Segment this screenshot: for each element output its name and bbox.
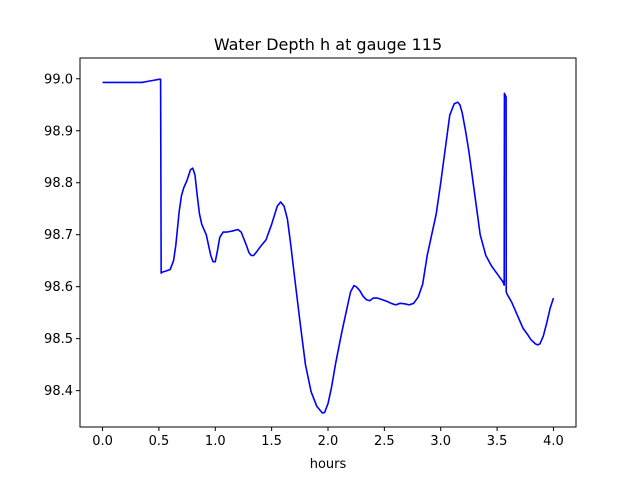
y-tick-label: 99.0 [44, 72, 73, 87]
x-tick-label: 0.5 [149, 434, 170, 449]
x-tick-label: 0.0 [92, 434, 113, 449]
x-tick-label: 3.5 [487, 434, 508, 449]
series-line-water-depth [102, 78, 555, 414]
y-tick-label: 98.5 [44, 332, 73, 347]
x-tick-label: 4.0 [543, 434, 564, 449]
x-axis-ticks: 0.0 0.5 1.0 1.5 2.0 2.5 3.0 3.5 4.0 [92, 427, 564, 449]
plot-area [102, 78, 555, 414]
x-tick-label: 2.0 [318, 434, 339, 449]
x-tick-label: 1.5 [261, 434, 282, 449]
y-tick-label: 98.7 [44, 228, 73, 243]
chart-title: Water Depth h at gauge 115 [214, 35, 442, 54]
y-tick-label: 98.9 [44, 124, 73, 139]
x-tick-label: 3.0 [430, 434, 451, 449]
x-tick-label: 2.5 [374, 434, 395, 449]
x-tick-label: 1.0 [205, 434, 226, 449]
y-tick-label: 98.8 [44, 176, 73, 191]
x-axis-label: hours [310, 457, 347, 472]
y-tick-label: 98.6 [44, 280, 73, 295]
y-tick-label: 98.4 [44, 384, 73, 399]
y-axis-ticks: 98.4 98.5 98.6 98.7 98.8 98.9 99.0 [44, 72, 80, 399]
